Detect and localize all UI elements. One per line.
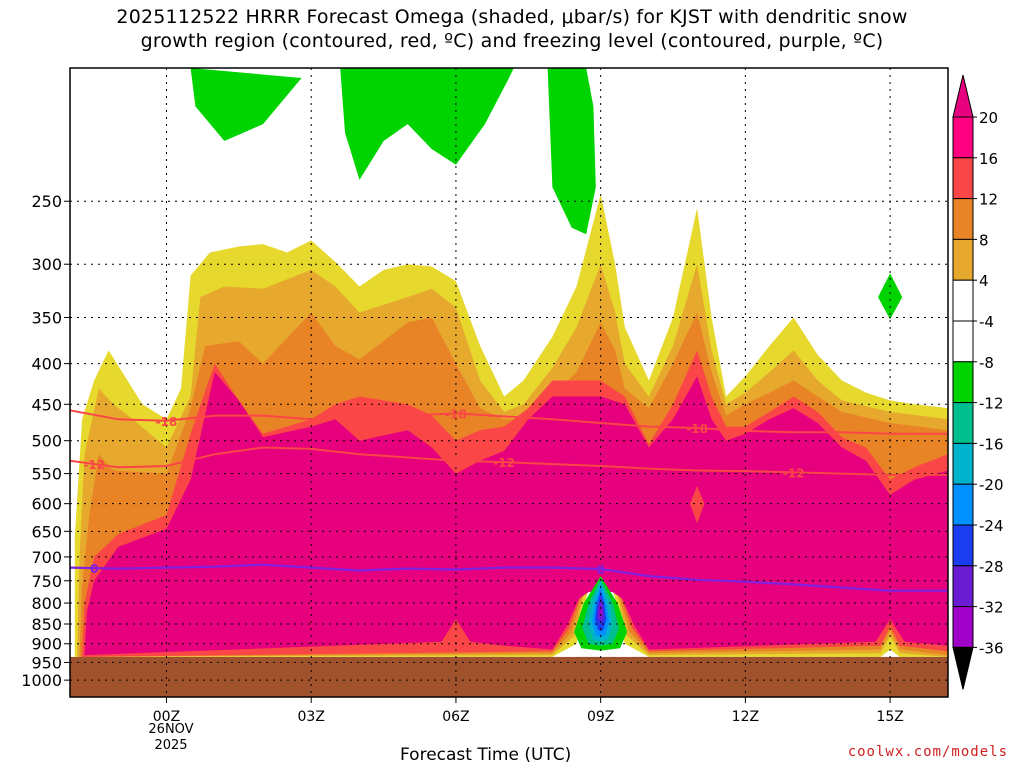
contour-label-dgz_minus12: -12: [493, 456, 515, 470]
axes: 2503003504004505005506006507007508008509…: [21, 67, 949, 725]
colorbar-label: -32: [979, 599, 1004, 617]
x-tick-label: 15Z: [876, 709, 903, 725]
contour-label-dgz_minus18: -18: [686, 422, 708, 436]
y-tick-label: 600: [31, 495, 62, 514]
y-tick-label: 550: [31, 465, 62, 484]
colorbar: 20 16 12 8 4 -4 -8 -12 -16 -20 -24 -28 -32 -36: [952, 74, 1004, 690]
contour-label-dgz_minus18: -18: [445, 407, 467, 421]
colorbar-top-arrow: [952, 74, 974, 118]
colorbar-label: -4: [979, 313, 994, 331]
plot-frame: [69, 67, 949, 698]
contour-dgz_minus18: [70, 409, 948, 435]
colorbar-label: -28: [979, 558, 1004, 576]
colorbar-label: -36: [979, 639, 1004, 657]
chart-title-line-1: 2025112522 HRRR Forecast Omega (shaded, …: [116, 6, 908, 28]
date-label-day: 26NOV: [148, 722, 194, 737]
colorbar-label: 20: [979, 109, 998, 127]
contour-label-freezing_level: 0: [596, 563, 604, 577]
x-tick-label: 09Z: [587, 709, 614, 725]
y-tick-label: 1000: [21, 671, 62, 690]
contour-label-dgz_minus18: -18: [156, 415, 178, 429]
colorbar-swatch: [952, 198, 974, 240]
colorbar-swatch: [952, 279, 974, 322]
colorbar-swatch: [952, 157, 974, 200]
site-credit: coolwx.com/models: [847, 744, 1008, 760]
y-tick-label: 500: [31, 432, 62, 451]
colorbar-swatch: [952, 483, 974, 526]
date-label-year: 2025: [154, 738, 188, 753]
colorbar-label: -8: [979, 354, 994, 372]
y-tick-label: 400: [31, 355, 62, 374]
y-tick-label: 900: [31, 635, 62, 654]
y-tick-label: 300: [31, 255, 62, 274]
colorbar-label: 12: [979, 191, 998, 209]
colorbar-label: 16: [979, 150, 998, 168]
colorbar-label: 4: [979, 272, 989, 290]
x-tick-label: 03Z: [298, 709, 325, 725]
colorbar-label: -24: [979, 517, 1004, 535]
colorbar-swatch: [952, 442, 974, 485]
colorbar-label: -16: [979, 435, 1004, 453]
colorbar-swatch: [952, 116, 974, 159]
contour-label-dgz_minus12: -12: [83, 458, 105, 472]
y-tick-label: 250: [31, 192, 62, 211]
contour-dgz_minus12: [70, 446, 948, 476]
omega-blob-2: [340, 68, 514, 180]
x-tick-label: 00Z: [153, 709, 180, 725]
y-tick-label: 350: [31, 308, 62, 327]
y-tick-label: 650: [31, 522, 62, 541]
colorbar-swatch: [952, 402, 974, 444]
omega-plume-neg32: [599, 605, 603, 618]
colorbar-swatch: [952, 320, 974, 363]
y-tick-label: 450: [31, 395, 62, 414]
y-tick-label: 850: [31, 615, 62, 634]
chart-title-line-2: growth region (contoured, red, ºC) and f…: [140, 30, 884, 52]
x-tick-label: 12Z: [732, 709, 759, 725]
contour-label-dgz_minus12: -12: [783, 466, 805, 480]
omega-blob-1: [190, 68, 302, 141]
colorbar-swatch: [952, 238, 974, 281]
x-tick-label: 06Z: [442, 709, 469, 725]
contour-freezing_level: [70, 563, 948, 592]
omega-region-20: [84, 372, 948, 656]
plot-area: -18 -18 -18 -12 -12 -12 0 0: [70, 68, 948, 697]
y-tick-label: 750: [31, 572, 62, 591]
y-tick-label: 700: [31, 548, 62, 567]
omega-blob-3: [547, 68, 596, 235]
colorbar-label: -20: [979, 476, 1004, 494]
y-tick-label: 800: [31, 594, 62, 613]
omega-blob-4: [878, 273, 903, 320]
colorbar-swatch: [952, 524, 974, 567]
colorbar-bottom-arrow: [952, 646, 974, 690]
contour-label-freezing_level: 0: [90, 562, 98, 576]
colorbar-swatch: [952, 565, 974, 608]
colorbar-swatch: [952, 606, 974, 648]
ground-terrain: [70, 656, 948, 697]
omega-blob-0: [689, 486, 705, 524]
y-tick-label: 950: [31, 653, 62, 672]
colorbar-label: -12: [979, 395, 1004, 413]
colorbar-swatch: [952, 361, 974, 404]
colorbar-label: 8: [979, 231, 989, 249]
x-axis-label: Forecast Time (UTC): [400, 745, 572, 765]
